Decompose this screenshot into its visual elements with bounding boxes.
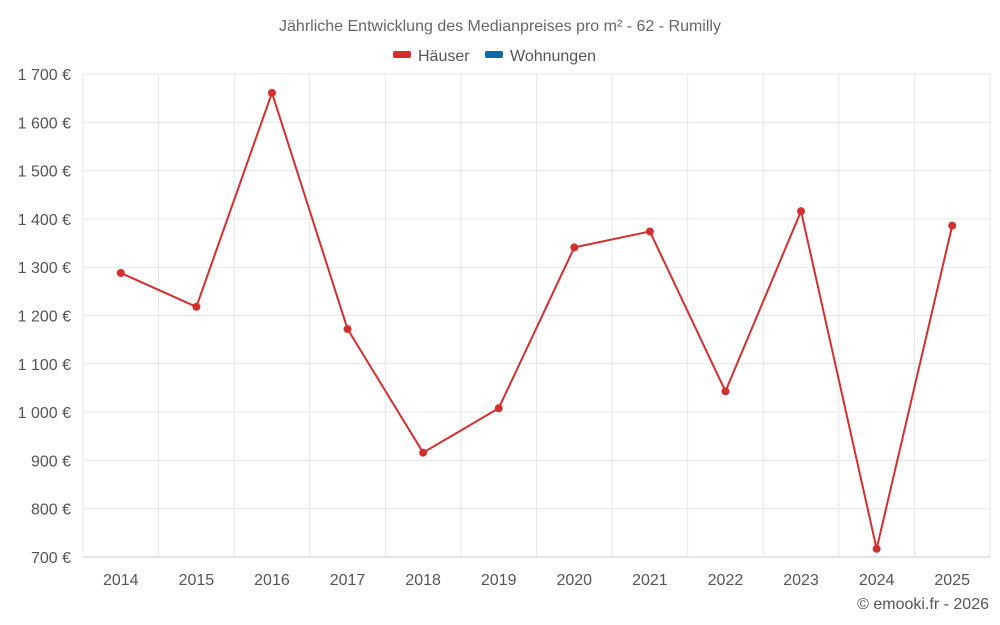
legend-label-haeuser: Häuser	[418, 48, 470, 65]
y-tick-label: 1 700 €	[18, 67, 71, 84]
data-point[interactable]	[721, 387, 730, 396]
credit: © emooki.fr - 2026	[857, 596, 989, 613]
series-layer	[116, 88, 957, 553]
x-tick-label: 2021	[632, 572, 668, 589]
legend-item-haeuser[interactable]: Häuser	[393, 48, 470, 65]
x-tick-label: 2014	[103, 572, 139, 589]
data-point[interactable]	[948, 221, 957, 230]
legend-swatch-wohnungen	[485, 51, 503, 58]
y-axis-labels: 700 € 800 € 900 € 1 000 € 1 100 € 1 200 € 1 30…	[18, 67, 71, 567]
y-tick-label: 800 €	[31, 502, 71, 519]
y-tick-label: 1 600 €	[18, 115, 71, 132]
legend-swatch-haeuser	[393, 51, 411, 58]
data-point[interactable]	[267, 88, 276, 97]
x-tick-label: 2019	[481, 572, 517, 589]
y-tick-label: 1 300 €	[18, 260, 71, 277]
legend-item-wohnungen[interactable]: Wohnungen	[485, 48, 596, 65]
y-tick-label: 900 €	[31, 453, 71, 470]
chart-title: Jährliche Entwicklung des Medianpreises …	[279, 18, 721, 35]
data-point[interactable]	[116, 268, 125, 277]
data-point[interactable]	[797, 207, 806, 216]
y-tick-label: 1 500 €	[18, 164, 71, 181]
x-tick-label: 2020	[556, 572, 592, 589]
x-tick-label: 2016	[254, 572, 290, 589]
x-tick-label: 2023	[783, 572, 819, 589]
y-tick-label: 1 000 €	[18, 405, 71, 422]
data-point[interactable]	[645, 227, 654, 236]
x-tick-label: 2017	[330, 572, 366, 589]
data-point[interactable]	[192, 302, 201, 311]
y-tick-label: 1 100 €	[18, 357, 71, 374]
y-tick-label: 700 €	[31, 550, 71, 567]
x-gridlines	[82, 74, 991, 557]
x-tick-label: 2024	[859, 572, 895, 589]
series-line	[120, 91, 954, 550]
legend: Häuser Wohnungen	[393, 48, 596, 65]
x-tick-label: 2018	[405, 572, 441, 589]
legend-label-wohnungen: Wohnungen	[510, 48, 596, 65]
data-point[interactable]	[494, 404, 503, 413]
data-point[interactable]	[419, 448, 428, 457]
x-axis-labels: 2014 2015 2016 2017 2018 2019 2020 2021 2022 2023…	[103, 572, 970, 589]
data-point[interactable]	[343, 325, 352, 334]
y-tick-label: 1 200 €	[18, 309, 71, 326]
data-point[interactable]	[872, 544, 881, 553]
x-tick-label: 2022	[708, 572, 744, 589]
data-point[interactable]	[570, 243, 579, 252]
x-tick-label: 2015	[179, 572, 215, 589]
y-tick-label: 1 400 €	[18, 212, 71, 229]
x-tick-label: 2025	[934, 572, 970, 589]
